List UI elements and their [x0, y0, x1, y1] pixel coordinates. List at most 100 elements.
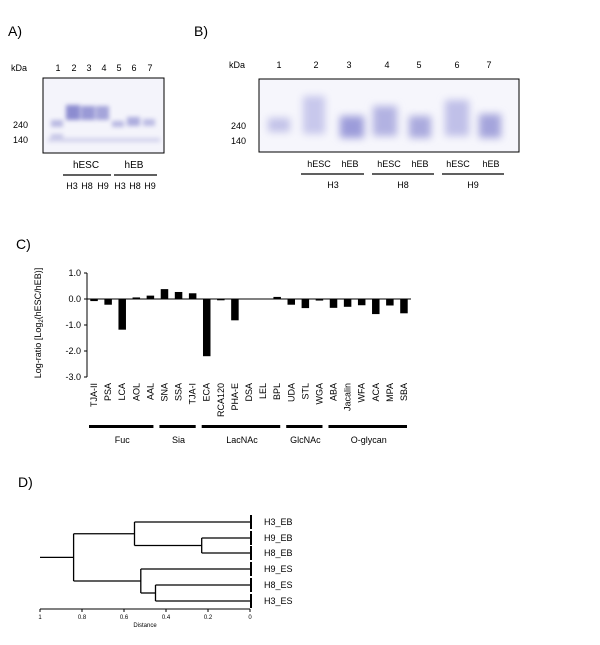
panel-a: A) kDa 1 2 3 4 5 6 7 240 — [8, 23, 165, 191]
x-tick-label: 0.8 — [78, 615, 87, 621]
cell-line-label: H3 — [114, 181, 126, 191]
bar — [343, 299, 352, 307]
group-label: LacNAc — [226, 435, 258, 445]
x-tick-label: TJA-II — [89, 383, 99, 407]
x-tick-label: SBA — [399, 383, 409, 401]
cell-line-label: H9 — [97, 181, 109, 191]
x-tick-label: 1 — [38, 615, 42, 621]
x-tick-label: LEL — [258, 383, 268, 399]
lane-number: 4 — [101, 63, 106, 73]
x-tick-label: UDA — [286, 383, 296, 402]
x-tick-label: AOL — [131, 383, 141, 401]
bar — [231, 299, 239, 321]
x-tick-label: ABA — [329, 383, 339, 401]
bar — [372, 299, 380, 315]
marker-label: 240 — [231, 121, 246, 131]
cell-line-label: H9 — [467, 180, 479, 190]
lane-number: 6 — [131, 63, 136, 73]
panel-b-cell-lines: H3 H8 H9 — [327, 180, 479, 190]
cell-line-label: H8 — [129, 181, 141, 191]
group-label: GlcNAc — [290, 435, 321, 445]
cell-line-label: H8 — [397, 180, 409, 190]
leaf-label: H8_ES — [264, 580, 293, 590]
bar — [174, 291, 183, 299]
x-tick-label: STL — [300, 383, 310, 400]
panel-b-label: B) — [194, 23, 208, 39]
y-tick-label: 0.0 — [68, 294, 81, 304]
gel-bands — [268, 96, 501, 138]
group-label-heb: hEB — [125, 160, 144, 171]
cell-line-label: H8 — [81, 181, 93, 191]
lane-number: 1 — [55, 63, 60, 73]
bar — [146, 295, 155, 299]
panel-a-gel — [42, 77, 165, 154]
pair-label: hEB — [341, 159, 358, 169]
bar — [329, 299, 338, 308]
panel-b-kda-label: kDa — [229, 60, 245, 70]
bar — [301, 299, 310, 309]
x-tick-label: DSA — [244, 383, 254, 402]
panel-b: B) kDa 1 2 3 4 5 6 7 240 140 — [194, 23, 520, 190]
group-label: Fuc — [115, 435, 131, 445]
bar — [188, 293, 197, 299]
lane-number: 7 — [147, 63, 152, 73]
bar — [104, 299, 112, 305]
panel-a-label: A) — [8, 23, 22, 39]
group-bar — [201, 425, 281, 428]
bar — [118, 299, 126, 330]
leaf-label: H9_ES — [264, 564, 293, 574]
x-tick-label: SSA — [174, 383, 184, 401]
x-tick-label: 0 — [248, 615, 252, 621]
leaf-label: H3_EB — [264, 517, 293, 527]
x-tick-label: RCA120 — [216, 383, 226, 417]
x-tick-label: PHA-E — [230, 383, 240, 411]
lane-number: 3 — [86, 63, 91, 73]
group-bar — [286, 425, 323, 428]
group-label: Sia — [172, 435, 185, 445]
x-tick-label: BPL — [272, 383, 282, 400]
x-tick-label: 0.2 — [204, 615, 213, 621]
lane-number: 7 — [486, 60, 491, 70]
leaf-label: H3_ES — [264, 596, 293, 606]
bar-chart: 1.0 0.0 -1.0 -2.0 -3.0 TJA-II PSA LCA AOL AAL SNA S… — [65, 268, 411, 417]
pair-label: hEB — [482, 159, 499, 169]
pair-label: hEB — [411, 159, 428, 169]
marker-label: 140 — [13, 135, 28, 145]
cell-line-label: H3 — [327, 180, 339, 190]
panel-c-label: C) — [16, 236, 31, 252]
bar — [90, 299, 98, 302]
bar — [400, 299, 408, 314]
y-tick-label: -3.0 — [65, 372, 81, 382]
panel-b-pair-labels: hESC hEB hESC hEB hESC hEB — [307, 159, 499, 169]
y-axis-title: Log-ratio [Log2(hESC/hEB)] — [33, 268, 45, 378]
y-tick-label: 1.0 — [68, 268, 81, 278]
pair-label: hESC — [446, 159, 470, 169]
bar — [132, 297, 141, 299]
panel-b-lane-numbers: 1 2 3 4 5 6 7 — [276, 60, 491, 70]
bar — [287, 299, 296, 305]
x-tick-label: 0.6 — [120, 615, 129, 621]
x-tick-label: WFA — [357, 383, 367, 403]
group-bar — [159, 425, 196, 428]
group-bar — [89, 425, 154, 428]
bar — [315, 299, 324, 301]
panel-a-lane-numbers: 1 2 3 4 5 6 7 — [55, 63, 152, 73]
bar — [160, 289, 169, 299]
panel-d-label: D) — [18, 474, 33, 490]
group-bar — [328, 425, 407, 428]
x-tick-label: SNA — [159, 383, 169, 402]
y-tick-label: -2.0 — [65, 346, 81, 356]
lane-number: 2 — [313, 60, 318, 70]
cell-line-label: H9 — [144, 181, 156, 191]
panel-a-cell-lines: H3 H8 H9 H3 H8 H9 — [66, 181, 156, 191]
x-tick-label: MPA — [385, 383, 395, 402]
marker-label: 240 — [13, 120, 28, 130]
x-tick-label: 0.4 — [162, 615, 171, 621]
bar — [202, 299, 211, 357]
bar — [217, 299, 225, 301]
lane-number: 1 — [276, 60, 281, 70]
lectin-groups: Fuc Sia LacNAc GlcNAc O-glycan — [89, 425, 407, 445]
x-tick-label: Jacalin — [343, 383, 353, 411]
marker-label: 140 — [231, 136, 246, 146]
